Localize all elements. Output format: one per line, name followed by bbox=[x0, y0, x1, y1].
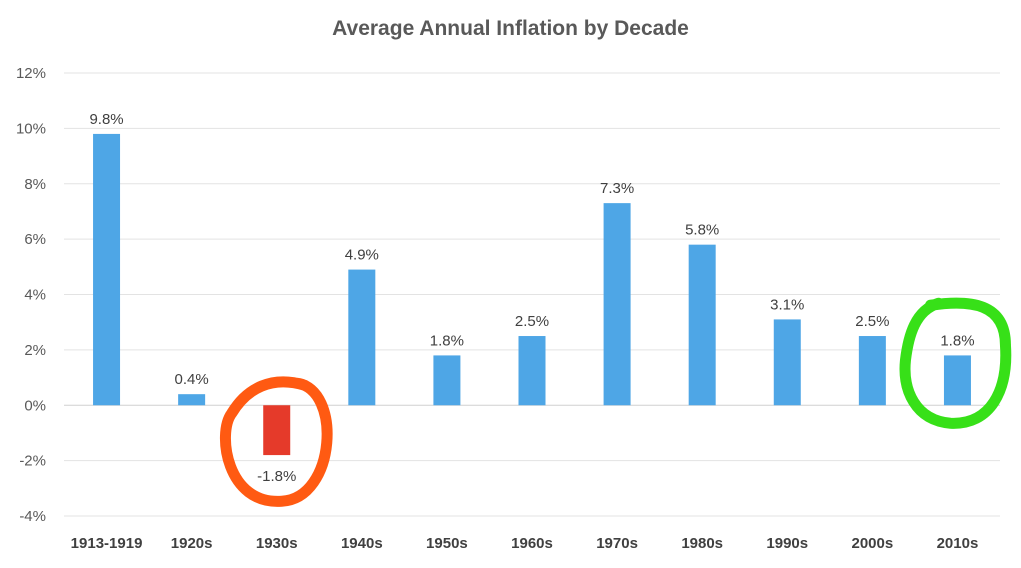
bar-1920s bbox=[178, 394, 206, 406]
y-tick-label: 2% bbox=[24, 342, 46, 359]
data-label: 7.3% bbox=[600, 180, 634, 197]
x-tick-label: 1920s bbox=[171, 535, 213, 552]
x-tick-label: 1950s bbox=[426, 535, 468, 552]
x-tick-label: 1913-1919 bbox=[71, 535, 143, 552]
y-tick-label: -2% bbox=[19, 453, 46, 470]
x-tick-label: 2010s bbox=[937, 535, 979, 552]
data-label: 5.8% bbox=[685, 222, 719, 239]
x-tick-label: 1980s bbox=[681, 535, 723, 552]
y-tick-label: -4% bbox=[19, 508, 46, 525]
annotation-circle-2010s bbox=[899, 297, 1012, 429]
bar-1960s bbox=[518, 336, 546, 406]
bar-1950s bbox=[433, 355, 461, 406]
x-tick-label: 1970s bbox=[596, 535, 638, 552]
y-tick-label: 4% bbox=[24, 287, 46, 304]
annotation-circle-1930s bbox=[220, 376, 333, 507]
bar-1980s bbox=[688, 244, 716, 406]
data-label: 1.8% bbox=[940, 332, 974, 349]
x-tick-label: 1940s bbox=[341, 535, 383, 552]
bar-1930s bbox=[263, 405, 291, 456]
x-tick-label: 1960s bbox=[511, 535, 553, 552]
bar-2000s bbox=[858, 336, 886, 406]
x-tick-label: 1930s bbox=[256, 535, 298, 552]
data-label: 2.5% bbox=[855, 313, 889, 330]
data-label: 2.5% bbox=[515, 313, 549, 330]
data-label: 0.4% bbox=[175, 371, 209, 388]
bar-1913-1919 bbox=[93, 133, 121, 406]
y-tick-label: 10% bbox=[16, 120, 46, 137]
data-label: 1.8% bbox=[430, 332, 464, 349]
y-tick-label: 8% bbox=[24, 176, 46, 193]
data-label: -1.8% bbox=[257, 468, 296, 485]
bar-1990s bbox=[773, 319, 801, 406]
bar-1970s bbox=[603, 203, 631, 406]
x-tick-label: 1990s bbox=[766, 535, 808, 552]
y-tick-label: 0% bbox=[24, 397, 46, 414]
data-label: 4.9% bbox=[345, 247, 379, 264]
data-label: 9.8% bbox=[89, 111, 123, 128]
bar-2010s bbox=[943, 355, 971, 406]
y-tick-label: 12% bbox=[16, 65, 46, 82]
bar-1940s bbox=[348, 269, 376, 406]
x-tick-label: 2000s bbox=[852, 535, 894, 552]
y-tick-label: 6% bbox=[24, 231, 46, 248]
data-label: 3.1% bbox=[770, 296, 804, 313]
chart-title: Average Annual Inflation by Decade bbox=[332, 17, 689, 40]
